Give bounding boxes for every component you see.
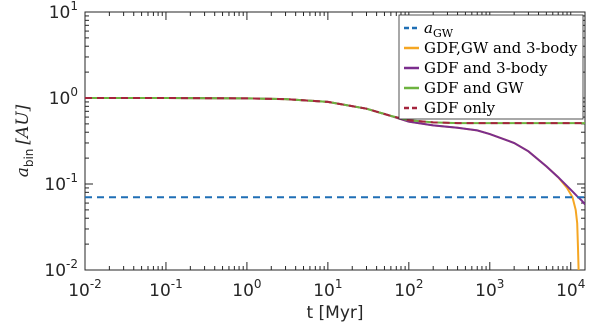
series-line-4	[85, 97, 585, 125]
legend-label-0: aGW	[424, 19, 454, 40]
y-axis-title: abin [AU]	[13, 104, 36, 177]
series-group	[85, 97, 585, 270]
x-tick-label-1: 10-1	[149, 277, 183, 301]
y-tick-label-3: 101	[49, 0, 78, 23]
legend-label-4: GDF only	[424, 99, 496, 117]
y-tick-label-0: 10-2	[44, 257, 78, 281]
x-tick-label-5: 103	[475, 277, 504, 301]
x-tick-labels: 10-2 10-1 100 101 102 103 104	[68, 277, 585, 301]
legend-label-3: GDF and GW	[424, 79, 524, 97]
legend-box	[398, 14, 584, 120]
x-tick-label-3: 101	[313, 277, 342, 301]
x-tick-label-4: 102	[394, 277, 423, 301]
y-axis-subscript: bin	[22, 149, 36, 168]
y-tick-label-2: 100	[49, 85, 78, 109]
y-tick-labels: 10-2 10-1 100 101	[44, 0, 78, 281]
x-tick-label-6: 104	[556, 277, 585, 301]
svg-text:abin[AU]: abin [AU]	[13, 104, 36, 177]
y-axis-symbol: a	[13, 167, 33, 177]
x-axis-title: t [Myr]	[306, 303, 363, 323]
ticks	[84, 11, 585, 271]
x-tick-label-2: 100	[232, 277, 261, 301]
y-tick-label-1: 10-1	[44, 171, 78, 195]
legend-label-2: GDF and 3-body	[424, 59, 548, 77]
y-axis-unit: [AU]	[13, 104, 33, 144]
x-tick-label-0: 10-2	[68, 277, 102, 301]
legend-label-1: GDF,GW and 3-body	[424, 39, 578, 57]
